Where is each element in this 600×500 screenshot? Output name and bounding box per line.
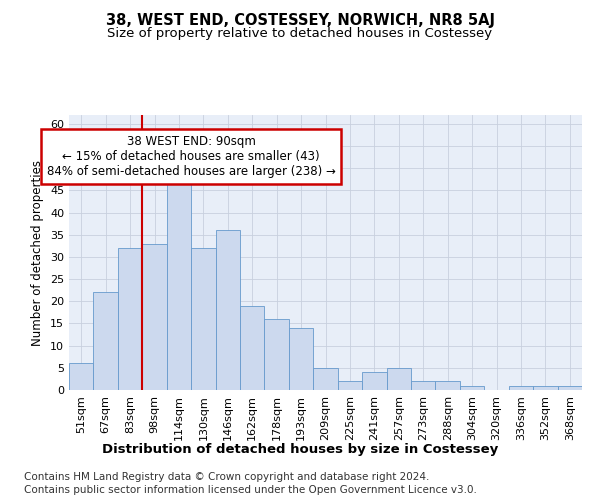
Bar	[338, 381, 362, 390]
Bar	[167, 168, 191, 390]
Bar	[240, 306, 265, 390]
Bar	[533, 386, 557, 390]
Bar	[118, 248, 142, 390]
Text: Size of property relative to detached houses in Costessey: Size of property relative to detached ho…	[107, 28, 493, 40]
Bar	[191, 248, 215, 390]
Bar	[362, 372, 386, 390]
Bar	[386, 368, 411, 390]
Bar	[215, 230, 240, 390]
Bar	[94, 292, 118, 390]
Bar	[313, 368, 338, 390]
Bar	[69, 364, 94, 390]
Bar	[289, 328, 313, 390]
Y-axis label: Number of detached properties: Number of detached properties	[31, 160, 44, 346]
Text: Contains HM Land Registry data © Crown copyright and database right 2024.: Contains HM Land Registry data © Crown c…	[24, 472, 430, 482]
Text: Contains public sector information licensed under the Open Government Licence v3: Contains public sector information licen…	[24, 485, 477, 495]
Bar	[265, 319, 289, 390]
Bar	[436, 381, 460, 390]
Bar	[411, 381, 436, 390]
Bar	[509, 386, 533, 390]
Text: 38, WEST END, COSTESSEY, NORWICH, NR8 5AJ: 38, WEST END, COSTESSEY, NORWICH, NR8 5A…	[106, 12, 494, 28]
Bar	[142, 244, 167, 390]
Bar	[460, 386, 484, 390]
Text: 38 WEST END: 90sqm
← 15% of detached houses are smaller (43)
84% of semi-detache: 38 WEST END: 90sqm ← 15% of detached hou…	[47, 135, 335, 178]
Bar	[557, 386, 582, 390]
Text: Distribution of detached houses by size in Costessey: Distribution of detached houses by size …	[102, 442, 498, 456]
